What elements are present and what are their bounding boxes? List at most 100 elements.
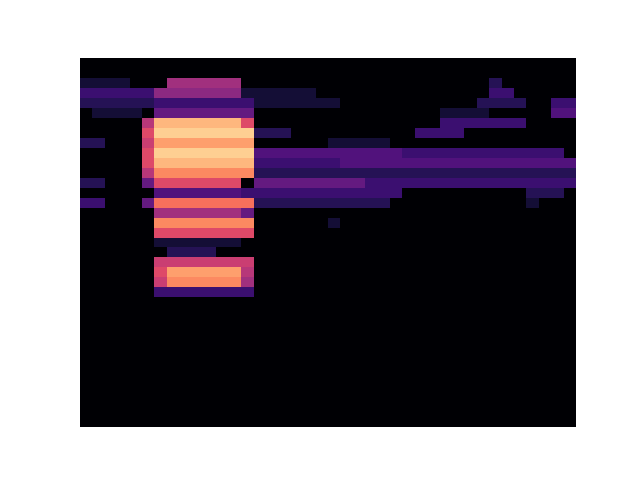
cell xyxy=(390,377,403,388)
cell xyxy=(179,78,192,89)
cell xyxy=(254,407,267,418)
cell xyxy=(378,387,391,398)
cell xyxy=(402,98,415,109)
cell xyxy=(390,417,403,427)
cell xyxy=(167,277,180,288)
cell xyxy=(415,138,428,149)
cell xyxy=(192,188,205,199)
cell xyxy=(378,68,391,79)
cell xyxy=(526,317,539,328)
cell xyxy=(179,88,192,99)
cell xyxy=(551,158,564,169)
cell xyxy=(415,377,428,388)
cell xyxy=(539,287,552,298)
cell xyxy=(390,287,403,298)
cell xyxy=(365,267,378,278)
cell xyxy=(105,307,118,318)
cell xyxy=(353,228,366,239)
cell xyxy=(415,78,428,89)
cell xyxy=(204,218,217,229)
cell xyxy=(551,417,564,427)
cell xyxy=(551,367,564,378)
cell xyxy=(254,238,267,249)
cell xyxy=(105,267,118,278)
cell xyxy=(365,357,378,368)
cell xyxy=(154,357,167,368)
cell xyxy=(402,108,415,119)
cell xyxy=(551,138,564,149)
cell xyxy=(241,367,254,378)
cell xyxy=(452,377,465,388)
cell xyxy=(340,307,353,318)
cell xyxy=(440,397,453,408)
cell xyxy=(291,198,304,209)
cell xyxy=(179,198,192,209)
cell xyxy=(216,317,229,328)
cell xyxy=(278,148,291,159)
cell xyxy=(291,178,304,189)
cell xyxy=(216,257,229,268)
cell xyxy=(551,108,564,119)
cell xyxy=(92,78,105,89)
cell xyxy=(489,257,502,268)
cell xyxy=(241,148,254,159)
cell xyxy=(192,168,205,179)
cell xyxy=(415,168,428,179)
cell xyxy=(316,377,329,388)
cell xyxy=(167,208,180,219)
cell xyxy=(489,128,502,139)
cell xyxy=(254,118,267,129)
cell xyxy=(316,267,329,278)
cell xyxy=(477,307,490,318)
cell xyxy=(514,68,527,79)
cell xyxy=(254,317,267,328)
cell xyxy=(278,417,291,427)
cell xyxy=(204,68,217,79)
cell xyxy=(229,198,242,209)
cell xyxy=(415,58,428,69)
cell xyxy=(192,297,205,308)
cell xyxy=(216,347,229,358)
cell xyxy=(241,347,254,358)
cell xyxy=(167,267,180,278)
cell xyxy=(192,357,205,368)
cell xyxy=(179,377,192,388)
cell xyxy=(241,68,254,79)
cell xyxy=(427,377,440,388)
cell xyxy=(291,128,304,139)
cell xyxy=(278,377,291,388)
cell xyxy=(452,228,465,239)
cell xyxy=(365,58,378,69)
cell xyxy=(328,407,341,418)
cell xyxy=(92,267,105,278)
cell xyxy=(390,257,403,268)
cell xyxy=(142,178,155,189)
cell xyxy=(353,247,366,258)
cell xyxy=(105,188,118,199)
cell xyxy=(117,417,130,427)
cell xyxy=(489,198,502,209)
cell xyxy=(526,247,539,258)
cell xyxy=(378,238,391,249)
cell xyxy=(340,68,353,79)
cell xyxy=(452,307,465,318)
cell xyxy=(551,337,564,348)
cell xyxy=(316,118,329,129)
cell xyxy=(254,168,267,179)
cell xyxy=(539,168,552,179)
cell xyxy=(241,238,254,249)
cell xyxy=(80,158,93,169)
cell xyxy=(92,98,105,109)
cell xyxy=(142,168,155,179)
cell xyxy=(502,108,515,119)
cell xyxy=(229,168,242,179)
cell xyxy=(204,208,217,219)
cell xyxy=(80,347,93,358)
cell xyxy=(477,347,490,358)
cell xyxy=(291,327,304,338)
cell xyxy=(415,228,428,239)
cell xyxy=(526,367,539,378)
cell xyxy=(353,108,366,119)
cell xyxy=(514,238,527,249)
cell xyxy=(80,168,93,179)
